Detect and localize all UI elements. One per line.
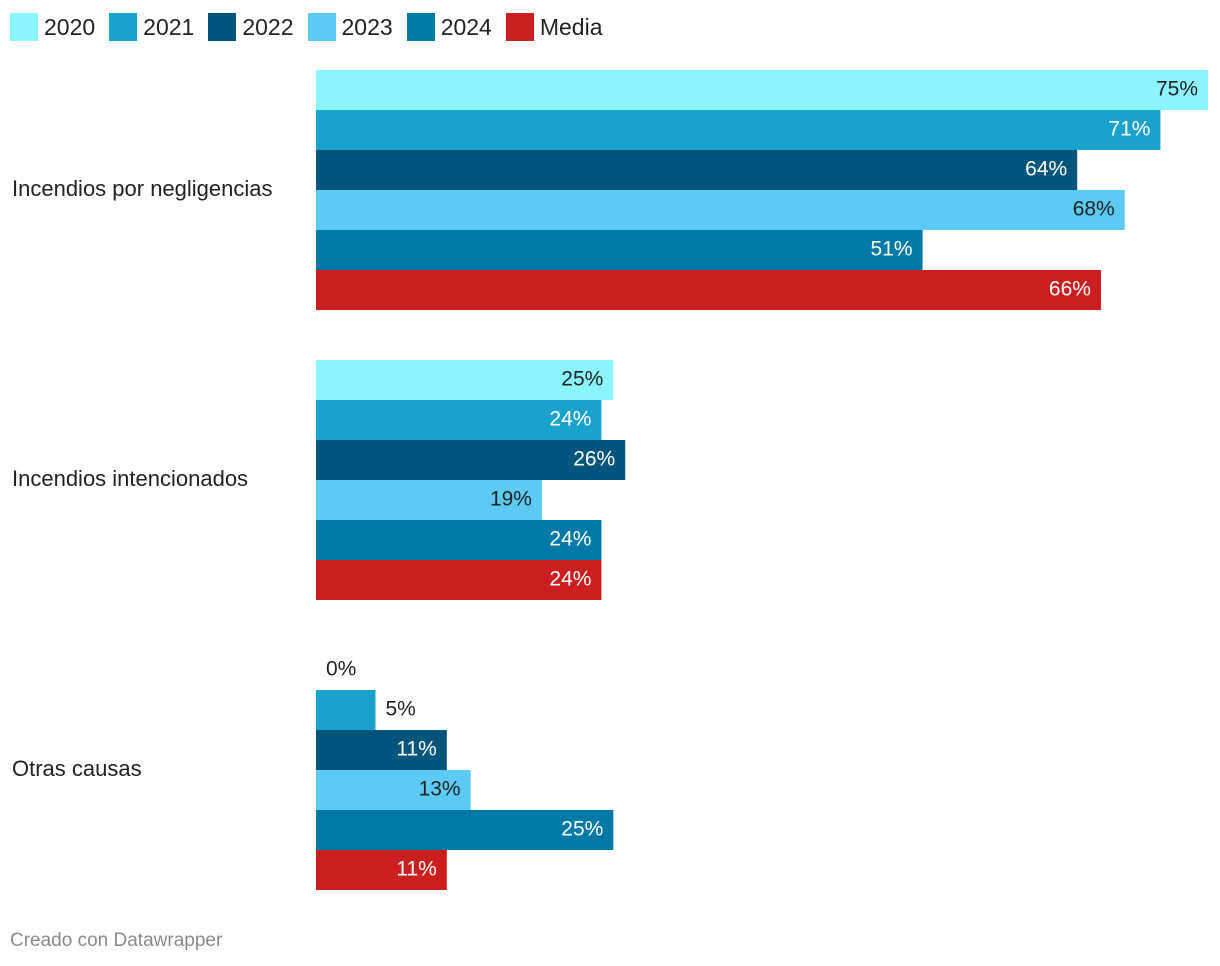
bar <box>316 150 1078 190</box>
bar <box>316 270 1101 310</box>
bar <box>316 520 602 560</box>
bar-value-label: 5% <box>385 698 415 721</box>
chart-legend: 2020 2021 2022 2023 2024 Media <box>10 10 617 44</box>
bar-value-label: 71% <box>1108 118 1150 141</box>
bar-value-label: 24% <box>549 408 591 431</box>
bar <box>316 690 376 730</box>
bar-value-label: 24% <box>549 568 591 591</box>
legend-label: 2022 <box>242 13 294 40</box>
bar-value-label: 25% <box>561 368 603 391</box>
bar <box>316 850 447 890</box>
category-label: Incendios intencionados <box>12 466 248 491</box>
legend-item-2021: 2021 <box>109 13 194 41</box>
bar-value-label: 64% <box>1025 158 1067 181</box>
legend-item-media: Media <box>505 13 603 41</box>
legend-swatch <box>208 13 237 41</box>
legend-item-2023: 2023 <box>307 13 393 41</box>
bar-value-label: 25% <box>561 818 603 841</box>
legend-label: 2020 <box>44 13 96 40</box>
bar <box>316 110 1161 150</box>
bar-value-label: 13% <box>419 778 461 801</box>
bar <box>316 190 1125 230</box>
bar <box>316 400 602 440</box>
legend-label: Media <box>539 13 603 40</box>
bar <box>316 810 614 850</box>
legend-swatch <box>505 13 534 41</box>
legend-swatch <box>10 13 38 41</box>
bar-value-label: 11% <box>396 858 436 881</box>
legend-swatch <box>109 13 138 41</box>
bar <box>316 230 923 270</box>
bar <box>316 360 614 400</box>
legend-label: 2024 <box>440 13 492 40</box>
legend-item-2022: 2022 <box>208 13 294 41</box>
bar <box>316 730 447 770</box>
bar-value-label: 51% <box>871 238 913 261</box>
category-label: Incendios por negligencias <box>12 176 273 201</box>
bar-value-label: 75% <box>1156 78 1198 101</box>
bar-value-label: 0% <box>326 658 356 681</box>
bar <box>316 770 471 810</box>
legend-label: 2021 <box>143 13 195 40</box>
footer-credit: Creado con Datawrapper <box>10 930 223 951</box>
bar <box>316 440 626 480</box>
bar-value-label: 26% <box>573 448 615 471</box>
category-label: Otras causas <box>12 756 142 781</box>
bar-value-label: 68% <box>1073 198 1115 221</box>
bar-value-label: 19% <box>490 488 532 511</box>
bar-value-label: 24% <box>549 528 591 551</box>
legend-item-2020: 2020 <box>10 13 95 41</box>
legend-item-2024: 2024 <box>406 13 492 41</box>
bar-value-label: 66% <box>1049 278 1091 301</box>
bar <box>316 560 602 600</box>
bar <box>316 70 1208 110</box>
legend-swatch <box>307 13 336 41</box>
bar-value-label: 11% <box>396 738 436 761</box>
bar <box>316 480 542 520</box>
legend-swatch <box>406 13 435 41</box>
bar-chart: Incendios por negligencias 75% 71% 64% 68% 51… <box>12 70 1208 890</box>
legend-label: 2023 <box>341 13 393 40</box>
